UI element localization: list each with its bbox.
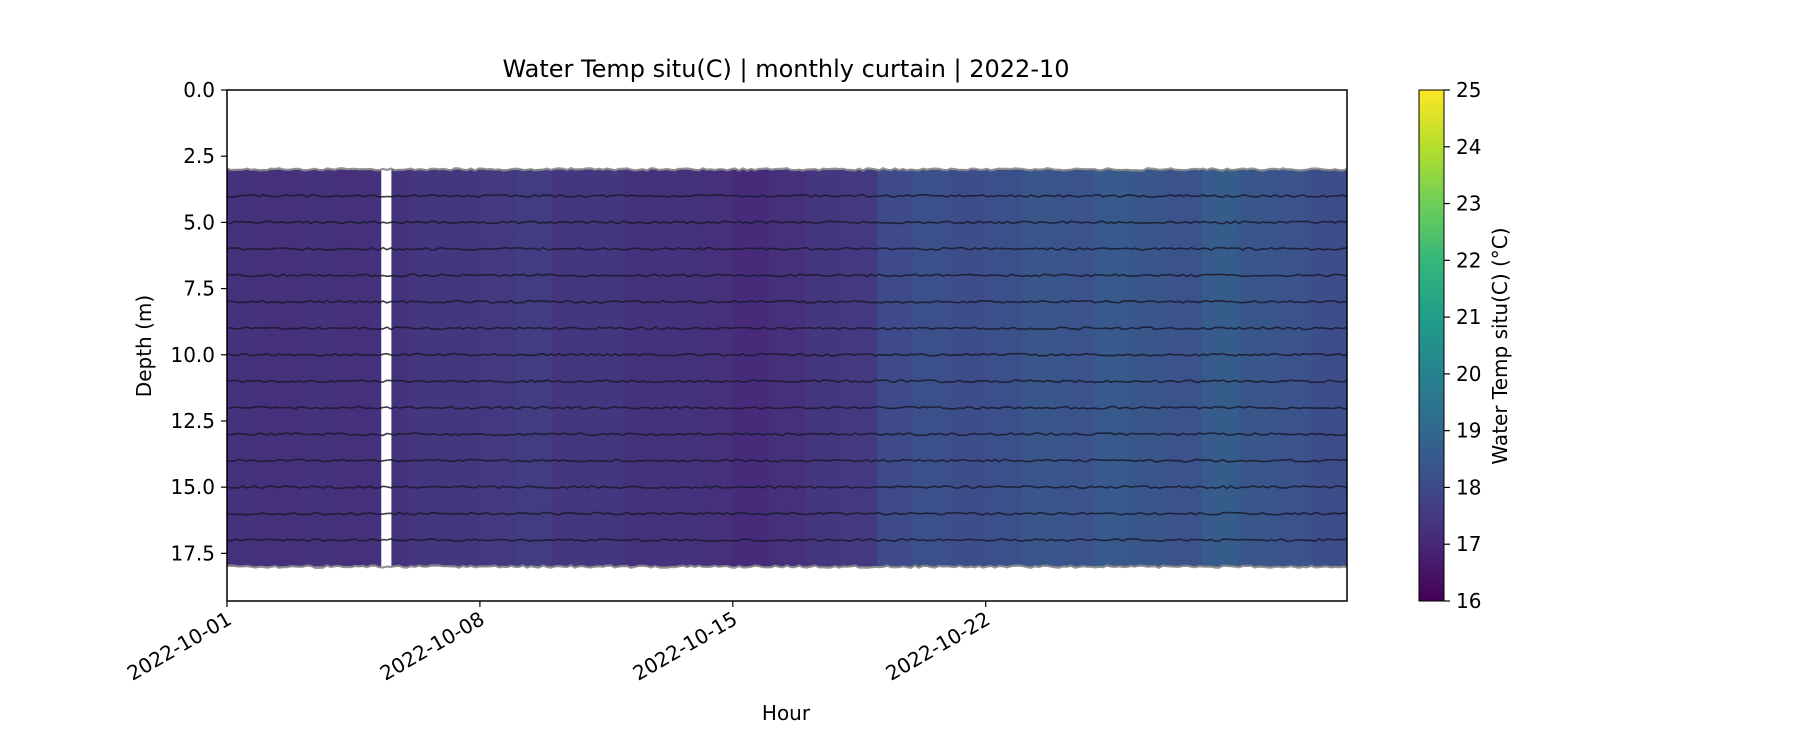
- y-tick-label: 10.0: [170, 343, 215, 367]
- colorbar-tick-label: 23: [1456, 192, 1481, 216]
- colorbar-label: Water Temp situ(C) (°C): [1488, 227, 1512, 464]
- sensor-trace-12m: [226, 405, 1348, 410]
- heatmap-cell-day-1: [227, 169, 264, 567]
- y-tick-label: 5.0: [183, 210, 215, 234]
- chart-title: Water Temp situ(C) | monthly curtain | 2…: [502, 55, 1069, 83]
- heatmap-cell-day-16: [768, 169, 806, 567]
- plot-frame: [226, 89, 1348, 602]
- sensor-trace-4m: [226, 193, 1348, 199]
- sensor-trace-14m: [226, 458, 1348, 463]
- sensor-trace-11m: [226, 379, 1348, 384]
- heatmap-cell-day-17: [805, 169, 842, 567]
- x-axis: 2022-10-01 2022-10-08 2022-10-15 2022-10-22: [123, 601, 994, 685]
- heatmap-cell-day-11: [588, 169, 625, 567]
- heatmap-cell-day-13: [660, 169, 698, 567]
- y-tick-label: 0.0: [183, 78, 215, 102]
- colorbar-tick-label: 22: [1456, 248, 1481, 272]
- y-tick-label: 17.5: [170, 541, 215, 565]
- heatmap-cell-day-6: [407, 169, 445, 567]
- heatmap-cell-day-22: [985, 169, 1023, 567]
- heatmap-cell-day-12: [624, 169, 662, 567]
- heatmap-cell-day-20: [913, 169, 951, 567]
- heatmap-cell-day-3: [299, 169, 336, 567]
- sensor-trace-16m: [226, 511, 1348, 516]
- sensor-trace-13m: [226, 432, 1348, 437]
- x-axis-label: Hour: [762, 701, 811, 725]
- sensor-trace-5m: [226, 220, 1348, 225]
- colorbar: 16 17 18 19 20 21 22 23 24 25 Water Temp situ(C) …: [1418, 78, 1512, 613]
- y-tick-label: 12.5: [170, 409, 215, 433]
- heatmap-cell-day-9: [516, 169, 553, 567]
- sensor-trace-8m: [226, 299, 1347, 304]
- heatmap-cell-day-14: [696, 169, 734, 567]
- heatmap-cell-day-31: [1310, 169, 1348, 567]
- sensor-trace-18m: [226, 564, 1348, 570]
- sensor-trace-10m: [226, 352, 1347, 357]
- x-tick-label: 2022-10-08: [376, 607, 489, 686]
- heatmap-cell-day-15: [732, 169, 770, 567]
- sensor-trace-15m: [226, 485, 1348, 490]
- colorbar-tick-label: 19: [1456, 419, 1481, 443]
- colorbar-gradient: [1418, 89, 1445, 602]
- heatmap-layer: [227, 167, 1348, 569]
- heatmap-cell-day-21: [949, 169, 987, 567]
- x-tick-label: 2022-10-01: [123, 607, 236, 686]
- heatmap-cell-day-25: [1094, 169, 1131, 567]
- colorbar-tick-label: 25: [1456, 78, 1481, 102]
- colorbar-tick-label: 20: [1456, 362, 1481, 386]
- heatmap-cell-day-27: [1166, 169, 1203, 567]
- y-tick-label: 15.0: [170, 475, 215, 499]
- sensor-trace-9m: [227, 326, 1348, 331]
- y-tick-label: 2.5: [183, 144, 215, 168]
- colorbar-ticks: 16 17 18 19 20 21 22 23 24 25: [1444, 78, 1481, 613]
- heatmap-cell-day-24: [1057, 169, 1095, 567]
- overlay-layer: [226, 167, 1348, 570]
- x-tick-label: 2022-10-22: [882, 607, 995, 686]
- heatmap-cell-day-10: [552, 169, 589, 567]
- heatmap-cell-day-2: [263, 169, 300, 567]
- heatmap-cell-day-18: [841, 169, 878, 567]
- heatmap-cell-day-26: [1130, 169, 1167, 567]
- heatmap-cell-day-19: [877, 169, 914, 567]
- x-tick-label: 2022-10-15: [629, 607, 742, 686]
- colorbar-tick-label: 21: [1456, 305, 1481, 329]
- y-tick-label: 7.5: [183, 277, 215, 301]
- heatmap-cell-day-30: [1274, 169, 1312, 567]
- heatmap-cell-day-8: [479, 169, 517, 567]
- sensor-trace-17m: [226, 538, 1348, 543]
- heatmap-cell-day-7: [443, 169, 481, 567]
- heatmap-cell-day-29: [1238, 169, 1276, 567]
- y-axis: 0.0 2.5 5.0 7.5 10.0 12.5 15.0 17.5: [170, 78, 227, 565]
- y-axis-label: Depth (m): [132, 295, 156, 397]
- data-gap-0: [381, 167, 392, 569]
- sensor-trace-7m: [226, 273, 1348, 278]
- heatmap-cell-day-28: [1202, 169, 1240, 567]
- heatmap-cell-day-23: [1021, 169, 1059, 567]
- colorbar-tick-label: 24: [1456, 135, 1481, 159]
- colorbar-tick-label: 16: [1456, 589, 1481, 613]
- heatmap-cell-day-4: [335, 169, 373, 567]
- sensor-trace-6m: [226, 246, 1348, 251]
- sensor-trace-3m: [226, 167, 1348, 172]
- colorbar-tick-label: 18: [1456, 475, 1481, 499]
- colorbar-tick-label: 17: [1456, 532, 1481, 556]
